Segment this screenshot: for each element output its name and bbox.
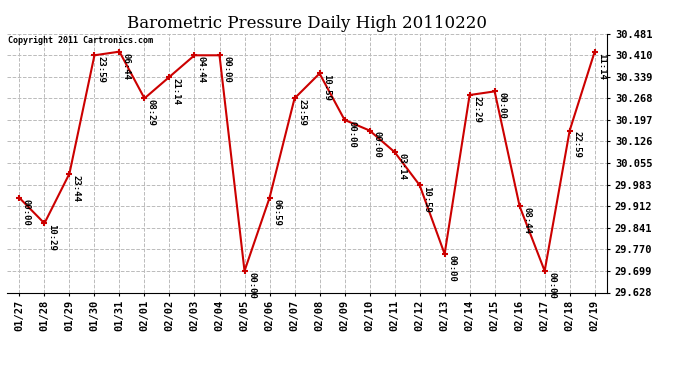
Text: 10:29: 10:29 xyxy=(47,224,56,251)
Text: 00:00: 00:00 xyxy=(372,131,381,158)
Text: 22:29: 22:29 xyxy=(472,96,481,123)
Text: 10:59: 10:59 xyxy=(422,186,431,213)
Text: 22:59: 22:59 xyxy=(572,131,581,158)
Text: 00:00: 00:00 xyxy=(447,255,456,282)
Text: 03:14: 03:14 xyxy=(397,153,406,180)
Text: 00:00: 00:00 xyxy=(22,199,31,226)
Text: 00:00: 00:00 xyxy=(497,92,506,119)
Title: Barometric Pressure Daily High 20110220: Barometric Pressure Daily High 20110220 xyxy=(127,15,487,32)
Text: 21:14: 21:14 xyxy=(172,78,181,105)
Text: 23:59: 23:59 xyxy=(97,56,106,83)
Text: 04:44: 04:44 xyxy=(197,56,206,83)
Text: 11:14: 11:14 xyxy=(598,53,607,80)
Text: 23:59: 23:59 xyxy=(297,99,306,126)
Text: 08:29: 08:29 xyxy=(147,99,156,126)
Text: 06:59: 06:59 xyxy=(272,199,281,226)
Text: 06:44: 06:44 xyxy=(122,53,131,80)
Text: 10:59: 10:59 xyxy=(322,74,331,101)
Text: Copyright 2011 Cartronics.com: Copyright 2011 Cartronics.com xyxy=(8,36,153,45)
Text: 23:44: 23:44 xyxy=(72,174,81,201)
Text: 00:00: 00:00 xyxy=(547,272,556,299)
Text: 00:00: 00:00 xyxy=(222,56,231,83)
Text: 00:00: 00:00 xyxy=(247,272,256,299)
Text: 08:44: 08:44 xyxy=(522,207,531,234)
Text: 00:00: 00:00 xyxy=(347,121,356,148)
